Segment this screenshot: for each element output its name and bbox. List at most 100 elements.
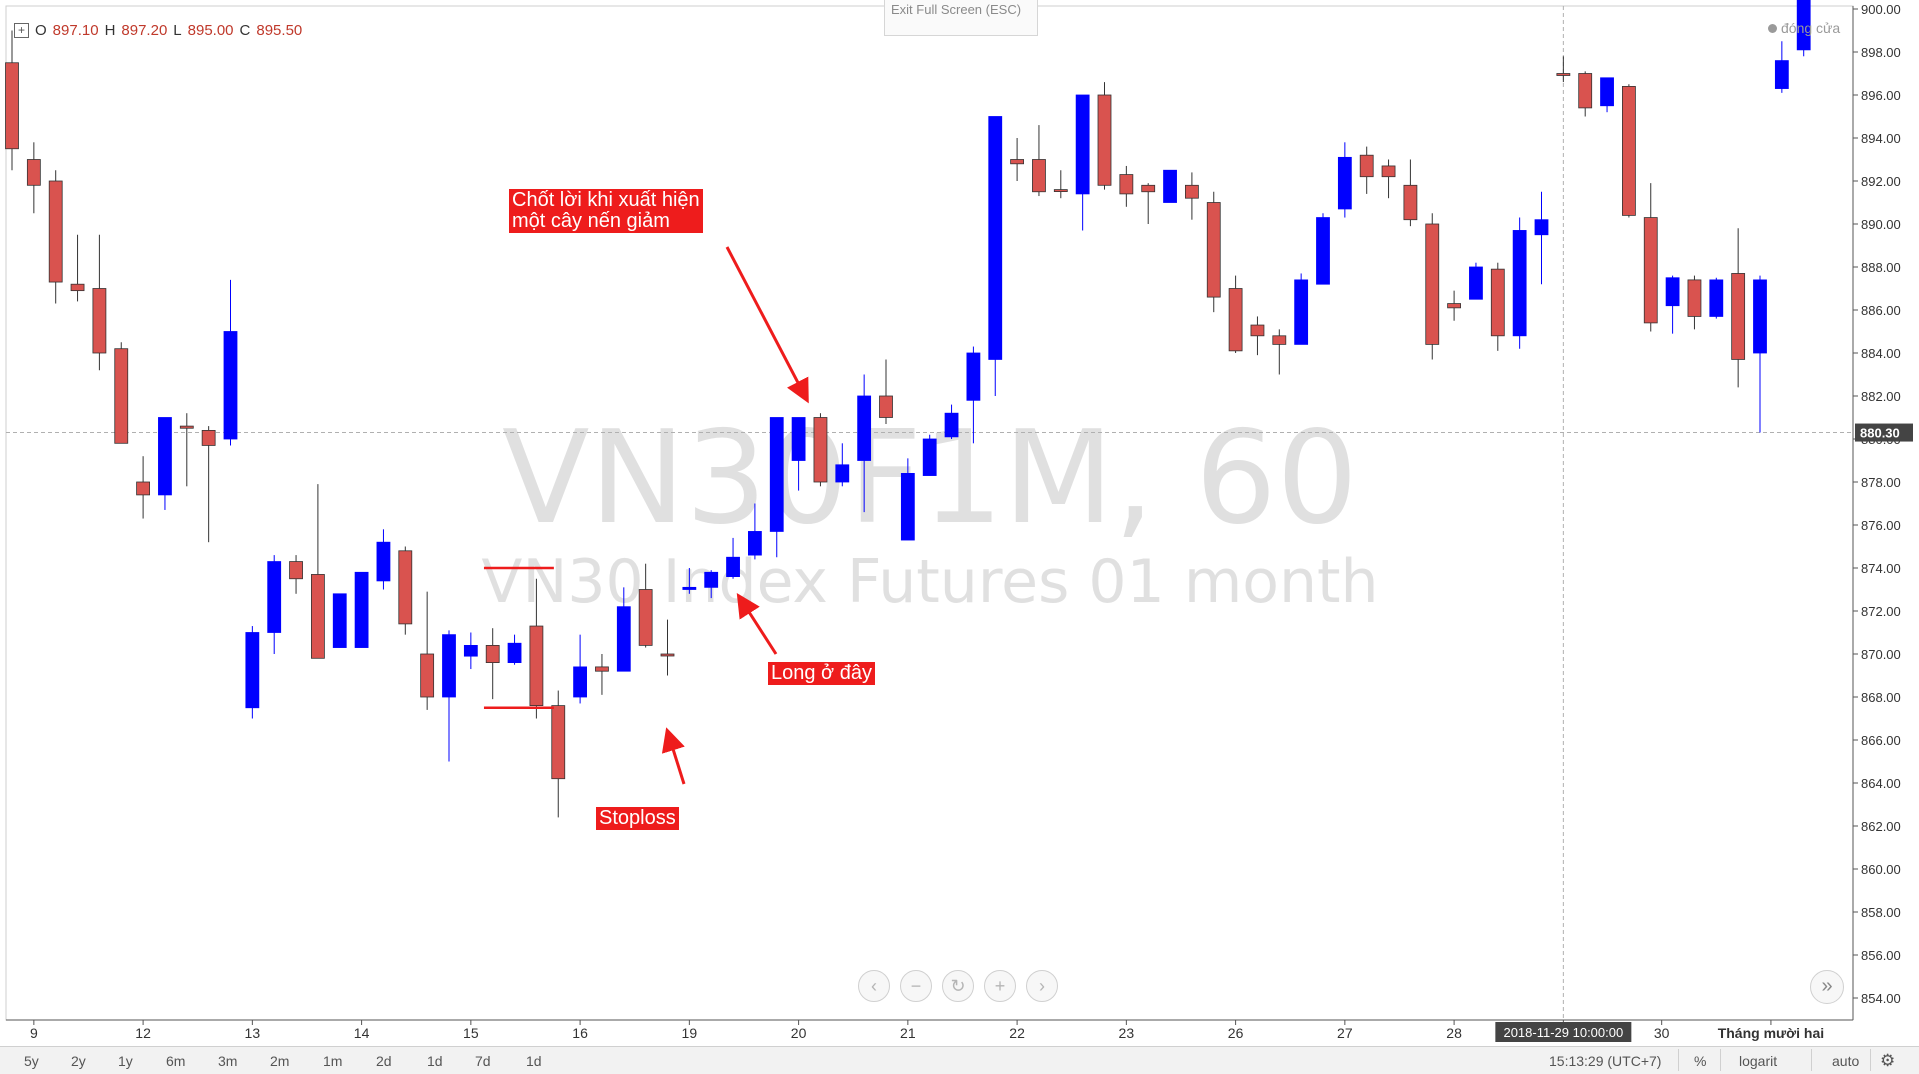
price-tick-label: 864.00 <box>1861 776 1901 791</box>
candle <box>1141 183 1156 224</box>
candle <box>1753 275 1767 433</box>
candle-body <box>1490 268 1505 337</box>
candle <box>573 634 587 704</box>
price-tick-label: 858.00 <box>1861 905 1901 920</box>
candle-body <box>857 395 872 461</box>
candle <box>1425 213 1440 360</box>
candle-body <box>398 550 413 625</box>
candle <box>1097 82 1112 190</box>
range-1d[interactable]: 1d <box>427 1053 443 1069</box>
crosshair <box>6 6 1853 1020</box>
price-tick-label: 888.00 <box>1861 260 1901 275</box>
time-tick-label: 28 <box>1446 1025 1462 1041</box>
crosshair-time-tag-bg <box>1495 1022 1632 1042</box>
candle <box>1359 146 1374 194</box>
expand-legend-icon[interactable]: + <box>14 23 29 38</box>
candle <box>616 587 631 672</box>
range-5y[interactable]: 5y <box>24 1053 39 1069</box>
candle <box>704 570 719 599</box>
candle <box>1163 169 1177 203</box>
time-tick-label: 27 <box>1337 1025 1353 1041</box>
candle-body <box>595 666 609 672</box>
range-2y[interactable]: 2y <box>71 1053 86 1069</box>
candle-body <box>1512 230 1527 337</box>
candle-body <box>267 561 282 633</box>
candle-body <box>1796 0 1811 51</box>
candle-body <box>332 593 347 648</box>
price-tick-label: 892.00 <box>1861 174 1901 189</box>
settings-gear-icon[interactable]: ⚙ <box>1880 1051 1896 1070</box>
log-toggle[interactable]: logarit <box>1739 1053 1778 1069</box>
time-tick-label: 21 <box>900 1025 916 1041</box>
candle-body <box>1731 273 1746 360</box>
scroll-right-icon[interactable]: › <box>1026 970 1058 1002</box>
candle <box>1578 71 1593 117</box>
low-value: 895.00 <box>187 22 234 39</box>
time-axis[interactable]: 9121314151619202122232627282930Tháng mườ… <box>30 1020 1824 1042</box>
open-value: 897.10 <box>52 22 99 39</box>
candle-body <box>748 531 762 556</box>
candle <box>70 234 85 302</box>
candle-body <box>988 116 1003 360</box>
time-tick-label: 15 <box>463 1025 479 1041</box>
open-label: O <box>35 22 47 39</box>
candle-body <box>1753 279 1767 354</box>
candle <box>944 404 959 439</box>
candle-body <box>245 632 260 709</box>
range-7d[interactable]: 7d <box>475 1053 491 1069</box>
candle-body <box>1141 184 1156 193</box>
candle <box>638 563 653 648</box>
range-1d-second[interactable]: 1d <box>526 1053 542 1069</box>
candle-body <box>1316 217 1330 285</box>
exit-fullscreen-button[interactable]: Exit Full Screen (ESC) <box>884 0 1038 36</box>
candle-body <box>1032 159 1046 193</box>
zoom-in-icon[interactable]: + <box>984 970 1016 1002</box>
candle-body <box>1534 219 1549 236</box>
reset-icon[interactable]: ↻ <box>942 970 974 1002</box>
ohlc-legend: + O 897.10 H 897.20 L 895.00 C 895.50 <box>14 22 302 39</box>
time-tick-label: 13 <box>245 1025 261 1041</box>
auto-toggle[interactable]: auto <box>1832 1053 1860 1069</box>
time-tick-label: 20 <box>791 1025 807 1041</box>
candle <box>529 578 544 719</box>
candle <box>1119 165 1134 207</box>
candle-body <box>791 417 806 461</box>
time-tick-label: 30 <box>1654 1025 1670 1041</box>
scroll-to-latest-icon[interactable]: » <box>1810 970 1844 1004</box>
candle <box>1294 273 1309 345</box>
candle-body <box>463 645 478 657</box>
candle <box>507 634 522 665</box>
candle <box>332 593 347 648</box>
price-tick-label: 862.00 <box>1861 819 1901 834</box>
percent-toggle[interactable]: % <box>1694 1053 1707 1069</box>
candle <box>1337 142 1352 218</box>
range-3m[interactable]: 3m <box>218 1053 238 1069</box>
price-axis[interactable]: 854.00 856.00 858.00 860.00 862.00 864.00 866.… <box>1853 2 1913 1006</box>
candle <box>1665 275 1680 334</box>
scroll-left-icon[interactable]: ‹ <box>858 970 890 1002</box>
zoom-out-icon[interactable]: − <box>900 970 932 1002</box>
candle-body <box>92 288 107 354</box>
range-2d[interactable]: 2d <box>376 1053 392 1069</box>
price-tick-label: 882.00 <box>1861 389 1901 404</box>
candle-body <box>1097 94 1112 186</box>
range-2m[interactable]: 2m <box>270 1053 290 1069</box>
watermark-description: VN30 Index Futures 01 month <box>481 547 1378 617</box>
range-1m[interactable]: 1m <box>323 1053 343 1069</box>
candle-body <box>769 417 784 532</box>
range-1y[interactable]: 1y <box>118 1053 133 1069</box>
candle-body <box>26 159 41 186</box>
candle <box>420 591 435 710</box>
candle <box>835 443 850 487</box>
candle-body <box>726 556 740 578</box>
candle-body <box>136 481 151 496</box>
range-6m[interactable]: 6m <box>166 1053 186 1069</box>
clock[interactable]: 15:13:29 (UTC+7) <box>1549 1053 1662 1069</box>
candle-body <box>1556 73 1571 76</box>
watermark-symbol: VN30F1M, 60 <box>502 404 1358 553</box>
candle-body <box>1600 77 1614 107</box>
price-tick-label: 872.00 <box>1861 604 1901 619</box>
candle <box>922 434 937 476</box>
